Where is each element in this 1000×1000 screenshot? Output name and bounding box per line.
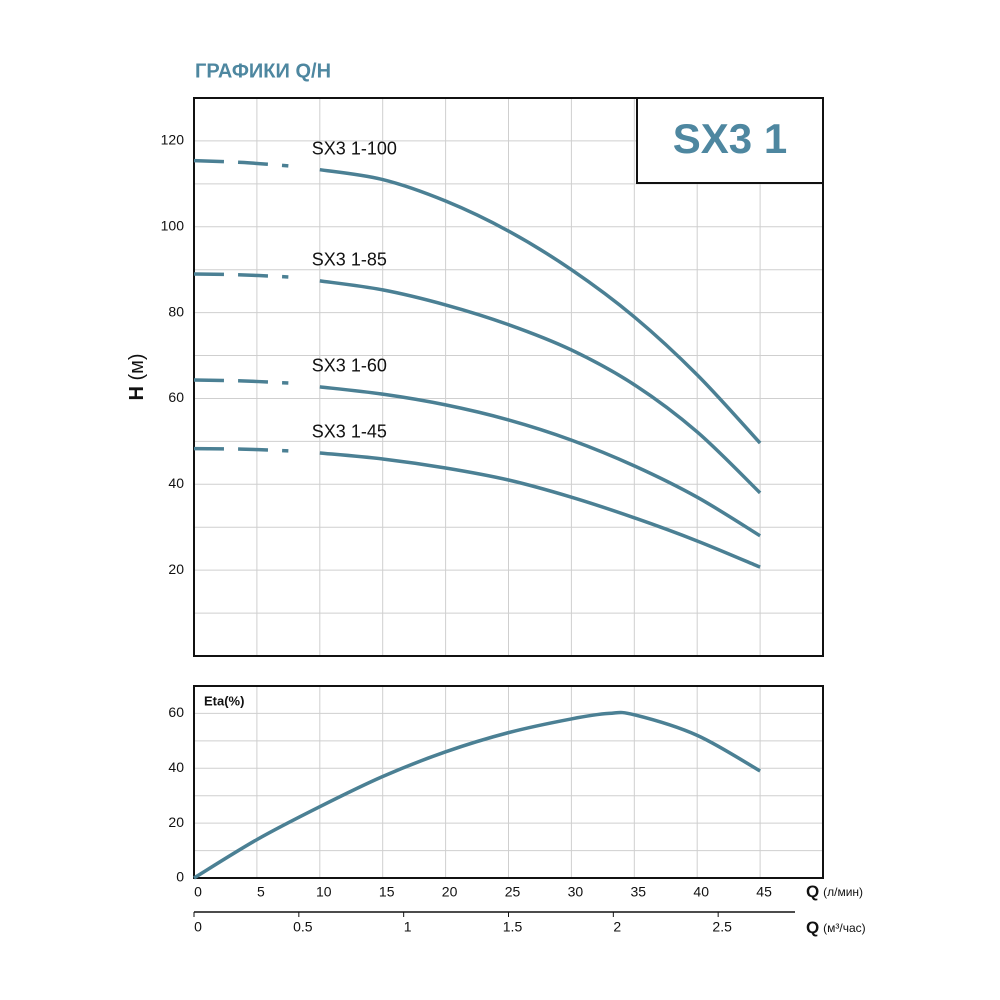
curve xyxy=(319,279,762,495)
y-tick-label: 0 xyxy=(176,869,184,885)
y-tick-label: 80 xyxy=(168,303,184,319)
model-box xyxy=(636,97,824,184)
plot-frame xyxy=(193,685,824,879)
x-axis-unit: (м³/час) xyxy=(823,921,866,935)
x-axis-label: Q (л/мин) xyxy=(806,882,863,901)
x-axis-label: Q (м³/час) xyxy=(806,918,866,937)
curve xyxy=(193,272,289,279)
x-tick-label: 30 xyxy=(568,884,584,900)
y-tick-label: 20 xyxy=(168,814,184,830)
curve-label: SX3 1-60 xyxy=(312,356,387,376)
x-tick-label: 25 xyxy=(505,884,521,900)
x-tick-label: 5 xyxy=(257,884,265,900)
curve xyxy=(193,158,289,168)
x2-tick-label: 0 xyxy=(194,919,202,935)
curve-label: SX3 1-45 xyxy=(312,422,387,442)
x2-tick-label: 2.5 xyxy=(712,919,732,935)
curve-label: SX3 1-100 xyxy=(312,138,397,158)
x-tick-label: 15 xyxy=(379,884,395,900)
x2-tick-label: 0.5 xyxy=(293,919,313,935)
x-tick-label: 40 xyxy=(693,884,709,900)
y-tick-label: 40 xyxy=(168,759,184,775)
curve xyxy=(193,710,761,880)
x-axis-symbol: Q xyxy=(806,918,819,937)
x-tick-label: 45 xyxy=(756,884,772,900)
curve xyxy=(319,167,762,445)
plot-frame xyxy=(193,97,824,657)
y-axis-unit: (м) xyxy=(126,353,148,380)
x-tick-label: 35 xyxy=(631,884,647,900)
y-tick-label: 120 xyxy=(161,132,185,148)
x2-tick-label: 1.5 xyxy=(503,919,523,935)
chart-title: ГРАФИКИ Q/H xyxy=(195,60,331,82)
curve xyxy=(193,378,289,385)
y-tick-label: 100 xyxy=(161,217,185,233)
curve xyxy=(319,385,762,538)
y-axis-symbol: H xyxy=(126,386,148,400)
model-label: SX3 1 xyxy=(673,115,787,162)
y-axis-label-text: H (м) xyxy=(126,353,148,400)
y-tick-label: 60 xyxy=(168,704,184,720)
x-tick-label: 10 xyxy=(316,884,332,900)
x2-tick-label: 1 xyxy=(404,919,412,935)
y-tick-label: 20 xyxy=(168,561,184,577)
x-tick-label: 20 xyxy=(442,884,458,900)
x-axis-symbol: Q xyxy=(806,882,819,901)
y-axis-label: H (м) xyxy=(126,353,148,400)
x-axis-unit: (л/мин) xyxy=(823,885,863,899)
y-tick-label: 40 xyxy=(168,475,184,491)
x-tick-label: 0 xyxy=(194,884,202,900)
curve xyxy=(319,451,761,569)
curve xyxy=(193,446,289,453)
curve-label: SX3 1-85 xyxy=(312,250,387,270)
x2-tick-label: 2 xyxy=(613,919,621,935)
y-axis-label: Eta(%) xyxy=(204,693,244,708)
y-tick-label: 60 xyxy=(168,389,184,405)
